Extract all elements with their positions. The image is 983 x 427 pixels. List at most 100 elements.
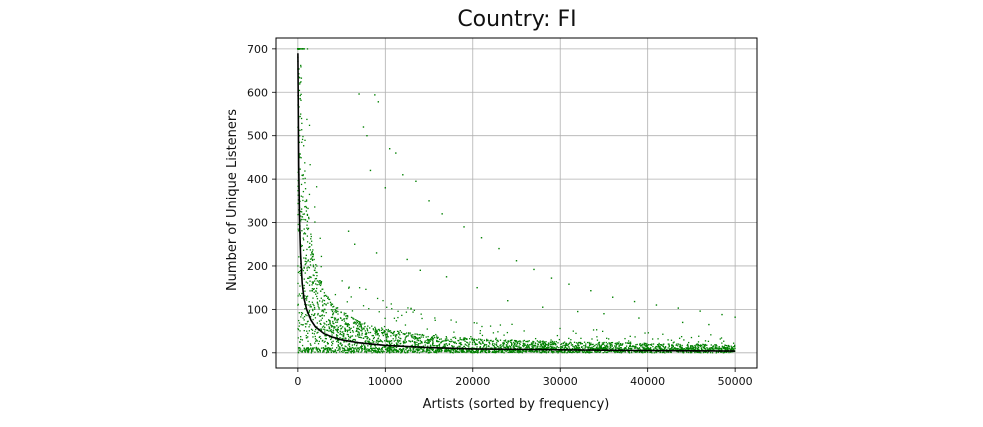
scatter-point [388,340,390,342]
scatter-point [332,331,334,334]
scatter-point [508,340,510,343]
scatter-point [446,351,448,353]
scatter-point [395,320,398,322]
scatter-point [315,290,317,292]
scatter-point [676,349,678,351]
scatter-point [372,341,374,343]
scatter-point [583,351,585,354]
scatter-point [320,347,323,349]
scatter-point [429,338,432,340]
scatter-point [543,344,545,346]
scatter-point [672,347,674,349]
scatter-point [339,336,341,339]
scatter-point [655,347,657,349]
scatter-point [375,351,377,354]
scatter-point [649,348,652,351]
scatter-point [372,337,375,340]
scatter-point [466,341,468,343]
scatter-point [430,351,432,353]
scatter-point [384,317,386,320]
scatter-point [412,349,414,351]
scatter-point [553,351,555,353]
scatter-point [323,341,325,343]
scatter-point [327,347,329,349]
scatter-point [313,314,316,316]
scatter-point [727,347,730,349]
scatter-point [366,335,368,338]
scatter-point [371,325,373,327]
scatter-point [382,350,384,352]
scatter-point [683,339,685,341]
scatter-point [403,333,405,335]
scatter-point [323,348,325,350]
scatter-point [552,342,554,344]
scatter-point [601,343,603,346]
scatter-point [302,48,304,50]
scatter-point [316,271,318,274]
scatter-point [387,330,389,332]
scatter-point [589,352,591,354]
scatter-point [368,342,370,344]
scatter-point [453,350,455,352]
scatter-point [722,346,724,348]
scatter-point [414,343,416,345]
scatter-point [618,347,620,349]
scatter-point [572,351,575,353]
scatter-point [473,341,476,343]
scatter-point [422,336,424,338]
scatter-point [306,248,308,251]
scatter-point [626,342,628,344]
scatter-point [424,344,426,346]
scatter-point [356,320,359,322]
scatter-point [344,341,346,343]
scatter-point [362,126,365,128]
scatter-point [404,324,407,326]
scatter-point [599,348,601,350]
scatter-point [298,325,300,327]
scatter-point [551,344,553,346]
scatter-point [542,350,544,352]
scatter-point [330,338,332,341]
scatter-point [344,349,347,352]
scatter-point [300,195,302,197]
scatter-point [366,338,368,340]
scatter-point [586,350,588,352]
scatter-point [710,344,712,346]
scatter-point [297,328,300,331]
scatter-point [422,349,424,351]
scatter-point [325,335,327,337]
scatter-point [698,335,700,337]
scatter-point [367,340,369,342]
scatter-point [445,350,447,352]
scatter-point [725,349,727,351]
scatter-point [380,349,382,351]
scatter-point [299,347,301,349]
scatter-point [303,233,305,235]
scatter-point [559,351,562,353]
scatter-point [568,346,570,348]
scatter-point [339,351,341,353]
scatter-point [596,336,598,338]
scatter-point [705,348,707,351]
scatter-point [677,348,679,350]
scatter-point [664,347,666,350]
scatter-point [356,343,358,345]
scatter-point [680,335,683,338]
scatter-point [460,350,463,352]
scatter-point [530,342,533,344]
scatter-point [603,346,606,349]
scatter-point [384,333,386,335]
scatter-point [460,342,462,344]
scatter-point [711,352,714,354]
scatter-point [478,341,480,343]
scatter-point [679,343,681,346]
scatter-point [436,352,438,354]
scatter-point [571,347,574,350]
scatter-point [623,348,626,350]
scatter-point [390,303,392,305]
scatter-point [332,314,334,316]
scatter-point [409,332,411,334]
scatter-point [687,348,689,351]
scatter-point [398,332,400,334]
scatter-point [470,351,472,353]
